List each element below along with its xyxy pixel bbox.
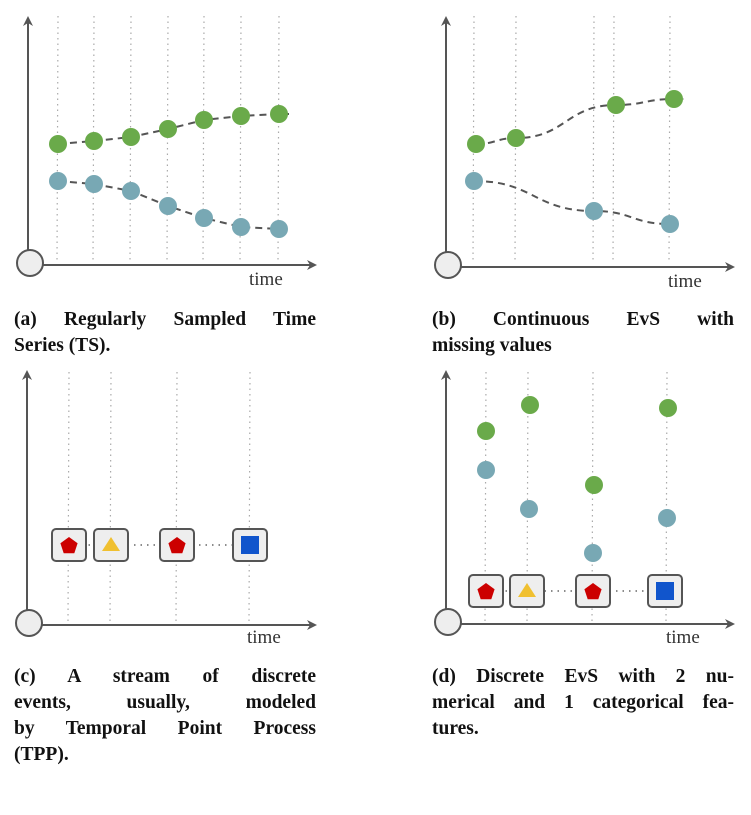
data-point bbox=[477, 461, 495, 479]
caption-line: tures. bbox=[432, 718, 479, 739]
data-point bbox=[665, 90, 683, 108]
time-gridline bbox=[592, 15, 595, 263]
origin-circle bbox=[15, 609, 43, 637]
x-axis-label: time bbox=[247, 627, 281, 648]
data-point bbox=[122, 182, 140, 200]
time-gridline bbox=[175, 371, 178, 623]
event-box bbox=[468, 574, 504, 608]
pentagon-icon bbox=[168, 537, 186, 554]
square-icon bbox=[656, 582, 674, 600]
event-box bbox=[647, 574, 683, 608]
data-point bbox=[607, 96, 625, 114]
event-box bbox=[93, 528, 129, 562]
data-point bbox=[159, 120, 177, 138]
pentagon-icon bbox=[477, 583, 495, 600]
data-point bbox=[49, 135, 67, 153]
data-point bbox=[232, 107, 250, 125]
data-point bbox=[270, 105, 288, 123]
x-axis-label: time bbox=[249, 269, 283, 290]
caption-b: (b) Continuous EvS with missing values bbox=[432, 307, 734, 359]
time-gridline bbox=[248, 371, 251, 623]
data-point bbox=[270, 220, 288, 238]
data-point bbox=[585, 476, 603, 494]
data-point bbox=[159, 197, 177, 215]
series-line bbox=[473, 180, 680, 225]
data-point bbox=[195, 111, 213, 129]
event-box bbox=[232, 528, 268, 562]
triangle-icon bbox=[518, 583, 536, 597]
pentagon-icon bbox=[60, 537, 78, 554]
data-point bbox=[477, 422, 495, 440]
data-point bbox=[85, 175, 103, 193]
time-gridline bbox=[67, 371, 70, 623]
x-axis-label: time bbox=[666, 627, 700, 648]
time-gridline bbox=[166, 15, 169, 263]
caption-line: events, usually, modeled bbox=[14, 692, 316, 713]
caption-line: (d) Discrete EvS with 2 nu- bbox=[432, 666, 734, 687]
event-box bbox=[509, 574, 545, 608]
triangle-icon bbox=[102, 537, 120, 551]
caption-line: (b) Continuous EvS with bbox=[432, 309, 734, 330]
event-box bbox=[159, 528, 195, 562]
data-point bbox=[584, 544, 602, 562]
data-point bbox=[467, 135, 485, 153]
caption-a: (a) Regularly Sampled Time Series (TS). bbox=[14, 307, 316, 359]
pentagon-icon bbox=[584, 583, 602, 600]
caption-line: by Temporal Point Process bbox=[14, 718, 316, 739]
event-box bbox=[51, 528, 87, 562]
data-point bbox=[195, 209, 213, 227]
data-point bbox=[661, 215, 679, 233]
event-box bbox=[575, 574, 611, 608]
data-point bbox=[507, 129, 525, 147]
data-point bbox=[465, 172, 483, 190]
caption-line: (a) Regularly Sampled Time bbox=[14, 309, 316, 330]
data-point bbox=[232, 218, 250, 236]
caption-line: missing values bbox=[432, 335, 552, 356]
series-line bbox=[475, 98, 684, 145]
caption-c: (c) A stream of discrete events, usually… bbox=[14, 664, 316, 768]
data-point bbox=[122, 128, 140, 146]
data-point bbox=[585, 202, 603, 220]
caption-line: merical and 1 categorical fea- bbox=[432, 692, 734, 713]
origin-circle bbox=[434, 608, 462, 636]
data-point bbox=[658, 509, 676, 527]
data-point bbox=[659, 399, 677, 417]
caption-line: Series (TS). bbox=[14, 335, 111, 356]
data-point bbox=[85, 132, 103, 150]
time-gridline bbox=[612, 15, 615, 263]
caption-line: (TPP). bbox=[14, 744, 69, 765]
data-point bbox=[49, 172, 67, 190]
time-gridline bbox=[109, 371, 112, 623]
origin-circle bbox=[16, 249, 44, 277]
data-point bbox=[520, 500, 538, 518]
caption-d: (d) Discrete EvS with 2 nu- merical and … bbox=[432, 664, 734, 742]
x-axis-label: time bbox=[668, 271, 702, 292]
data-point bbox=[521, 396, 539, 414]
square-icon bbox=[241, 536, 259, 554]
origin-circle bbox=[434, 251, 462, 279]
caption-line: (c) A stream of discrete bbox=[14, 666, 316, 687]
